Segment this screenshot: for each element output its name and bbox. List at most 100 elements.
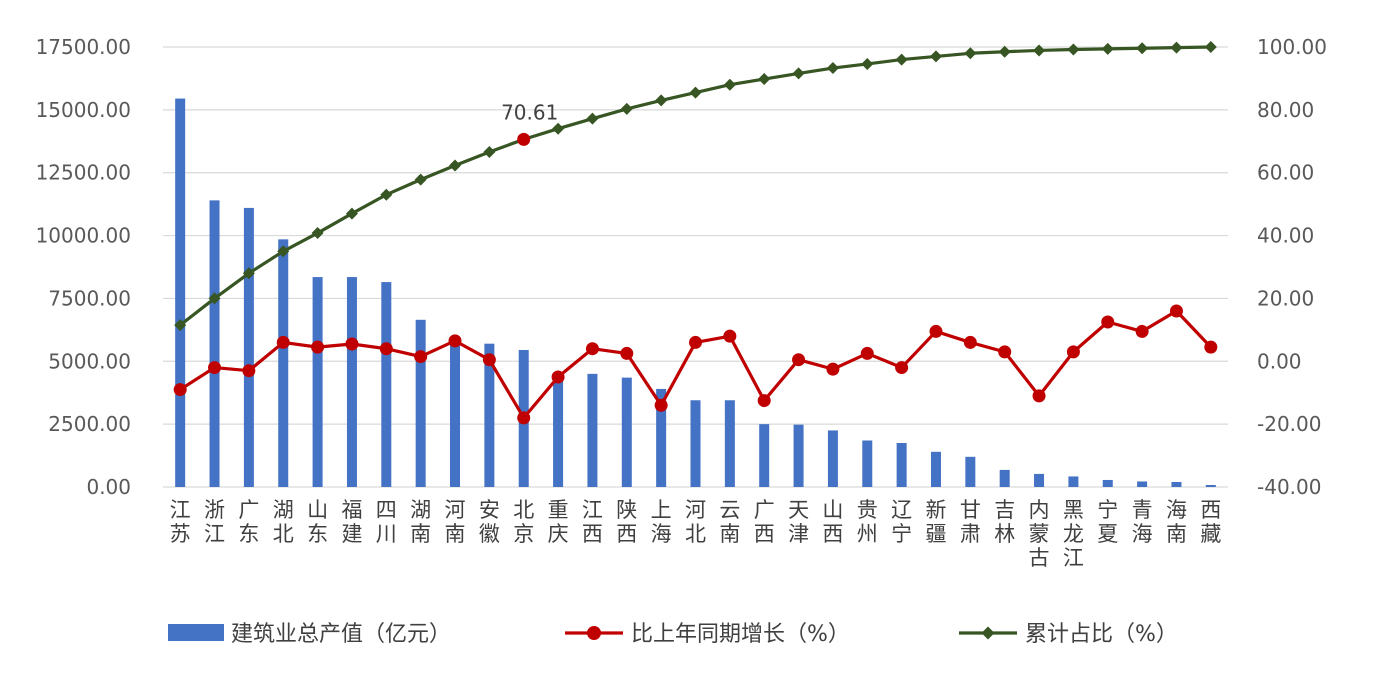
cumulative-point bbox=[311, 227, 324, 240]
growth-point bbox=[963, 335, 977, 349]
growth-point bbox=[1169, 304, 1183, 318]
cumulative-point bbox=[208, 292, 221, 305]
category-char: 西 bbox=[582, 522, 603, 546]
right-tick-label: 40.00 bbox=[1257, 224, 1314, 248]
growth-point bbox=[620, 346, 634, 360]
category-label: 西藏 bbox=[1200, 498, 1221, 546]
bar bbox=[656, 388, 667, 487]
left-tick-label: 0.00 bbox=[86, 475, 131, 499]
category-label: 重庆 bbox=[548, 498, 569, 546]
category-label: 辽宁 bbox=[891, 498, 912, 546]
category-label: 广西 bbox=[754, 498, 775, 546]
growth-point bbox=[1066, 345, 1080, 359]
category-label: 贵州 bbox=[857, 498, 878, 546]
bar bbox=[1205, 484, 1216, 487]
growth-point bbox=[242, 364, 256, 378]
category-char: 藏 bbox=[1200, 522, 1221, 546]
growth-point bbox=[860, 346, 874, 360]
growth-point bbox=[551, 370, 565, 384]
category-label: 四川 bbox=[376, 498, 397, 546]
category-label: 安徽 bbox=[479, 498, 500, 546]
growth-point bbox=[723, 329, 737, 343]
growth-point bbox=[826, 362, 840, 376]
category-char: 东 bbox=[307, 522, 328, 546]
category-char: 江 bbox=[204, 522, 225, 546]
growth-point bbox=[482, 353, 496, 367]
cumulative-point bbox=[517, 132, 531, 146]
category-label: 湖北 bbox=[273, 498, 294, 546]
bar bbox=[381, 282, 392, 487]
left-tick-label: 17500.00 bbox=[36, 35, 131, 59]
category-char: 西 bbox=[1200, 498, 1221, 522]
category-char: 新 bbox=[925, 498, 946, 522]
category-label: 宁夏 bbox=[1097, 498, 1118, 546]
cumulative-point bbox=[792, 67, 805, 80]
category-label: 河北 bbox=[685, 498, 706, 546]
category-label: 内蒙古 bbox=[1029, 498, 1050, 570]
cumulative-point bbox=[998, 45, 1011, 58]
category-label: 北京 bbox=[513, 498, 534, 546]
category-char: 陕 bbox=[616, 498, 637, 522]
data-label: 70.61 bbox=[501, 100, 558, 124]
category-label: 山东 bbox=[307, 498, 328, 546]
bar bbox=[450, 337, 461, 487]
category-char: 河 bbox=[445, 498, 466, 522]
bar bbox=[1171, 481, 1182, 487]
right-tick-label: 60.00 bbox=[1257, 161, 1314, 185]
left-tick-label: 12500.00 bbox=[36, 161, 131, 185]
category-label: 浙江 bbox=[204, 498, 225, 546]
category-char: 西 bbox=[616, 522, 637, 546]
growth-point bbox=[414, 350, 428, 364]
category-char: 北 bbox=[273, 522, 294, 546]
growth-point bbox=[173, 383, 187, 397]
category-label: 黑龙江 bbox=[1063, 498, 1084, 570]
category-char: 内 bbox=[1029, 498, 1050, 522]
category-char: 河 bbox=[685, 498, 706, 522]
category-char: 苏 bbox=[170, 522, 191, 546]
bar bbox=[862, 440, 873, 487]
category-char: 四 bbox=[376, 498, 397, 522]
growth-point bbox=[448, 334, 462, 348]
category-label: 甘肃 bbox=[960, 498, 981, 546]
growth-point bbox=[895, 361, 909, 375]
growth-point bbox=[517, 411, 531, 425]
bar bbox=[243, 207, 254, 487]
cumulative-point bbox=[242, 267, 255, 280]
category-char: 肃 bbox=[960, 522, 981, 546]
growth-point bbox=[929, 324, 943, 338]
category-char: 青 bbox=[1132, 498, 1153, 522]
cumulative-point bbox=[964, 47, 977, 60]
cumulative-point bbox=[277, 245, 290, 258]
bar bbox=[415, 319, 426, 487]
category-char: 古 bbox=[1029, 546, 1050, 570]
category-labels: 江苏浙江广东湖北山东福建四川湖南河南安徽北京重庆江西陕西上海河北云南广西天津山西… bbox=[170, 498, 1222, 570]
category-label: 福建 bbox=[341, 498, 362, 546]
gridlines bbox=[163, 46, 1228, 488]
growth-point bbox=[1032, 389, 1046, 403]
category-char: 西 bbox=[822, 522, 843, 546]
bar bbox=[759, 424, 770, 487]
category-label: 吉林 bbox=[994, 498, 1015, 546]
growth-point bbox=[276, 335, 290, 349]
cumulative-point bbox=[483, 145, 496, 158]
category-char: 甘 bbox=[960, 498, 981, 522]
growth-point bbox=[654, 398, 668, 412]
growth-point bbox=[792, 353, 806, 367]
category-char: 上 bbox=[651, 498, 672, 522]
growth-point bbox=[1135, 324, 1149, 338]
category-char: 州 bbox=[857, 522, 878, 546]
growth-point bbox=[311, 340, 325, 354]
bar bbox=[587, 373, 598, 487]
category-char: 林 bbox=[994, 522, 1015, 546]
growth-point bbox=[345, 337, 359, 351]
cumulative-point bbox=[174, 319, 187, 332]
category-char: 津 bbox=[788, 522, 809, 546]
category-label: 海南 bbox=[1166, 498, 1187, 546]
left-y-axis: 0.00 2500.00 5000.00 7500.00 10000.00 12500.0… bbox=[36, 35, 131, 499]
bar bbox=[896, 443, 907, 487]
category-char: 东 bbox=[238, 522, 259, 546]
category-char: 福 bbox=[341, 498, 362, 522]
category-char: 南 bbox=[445, 522, 466, 546]
category-char: 南 bbox=[719, 522, 740, 546]
cumulative-point bbox=[620, 102, 633, 115]
